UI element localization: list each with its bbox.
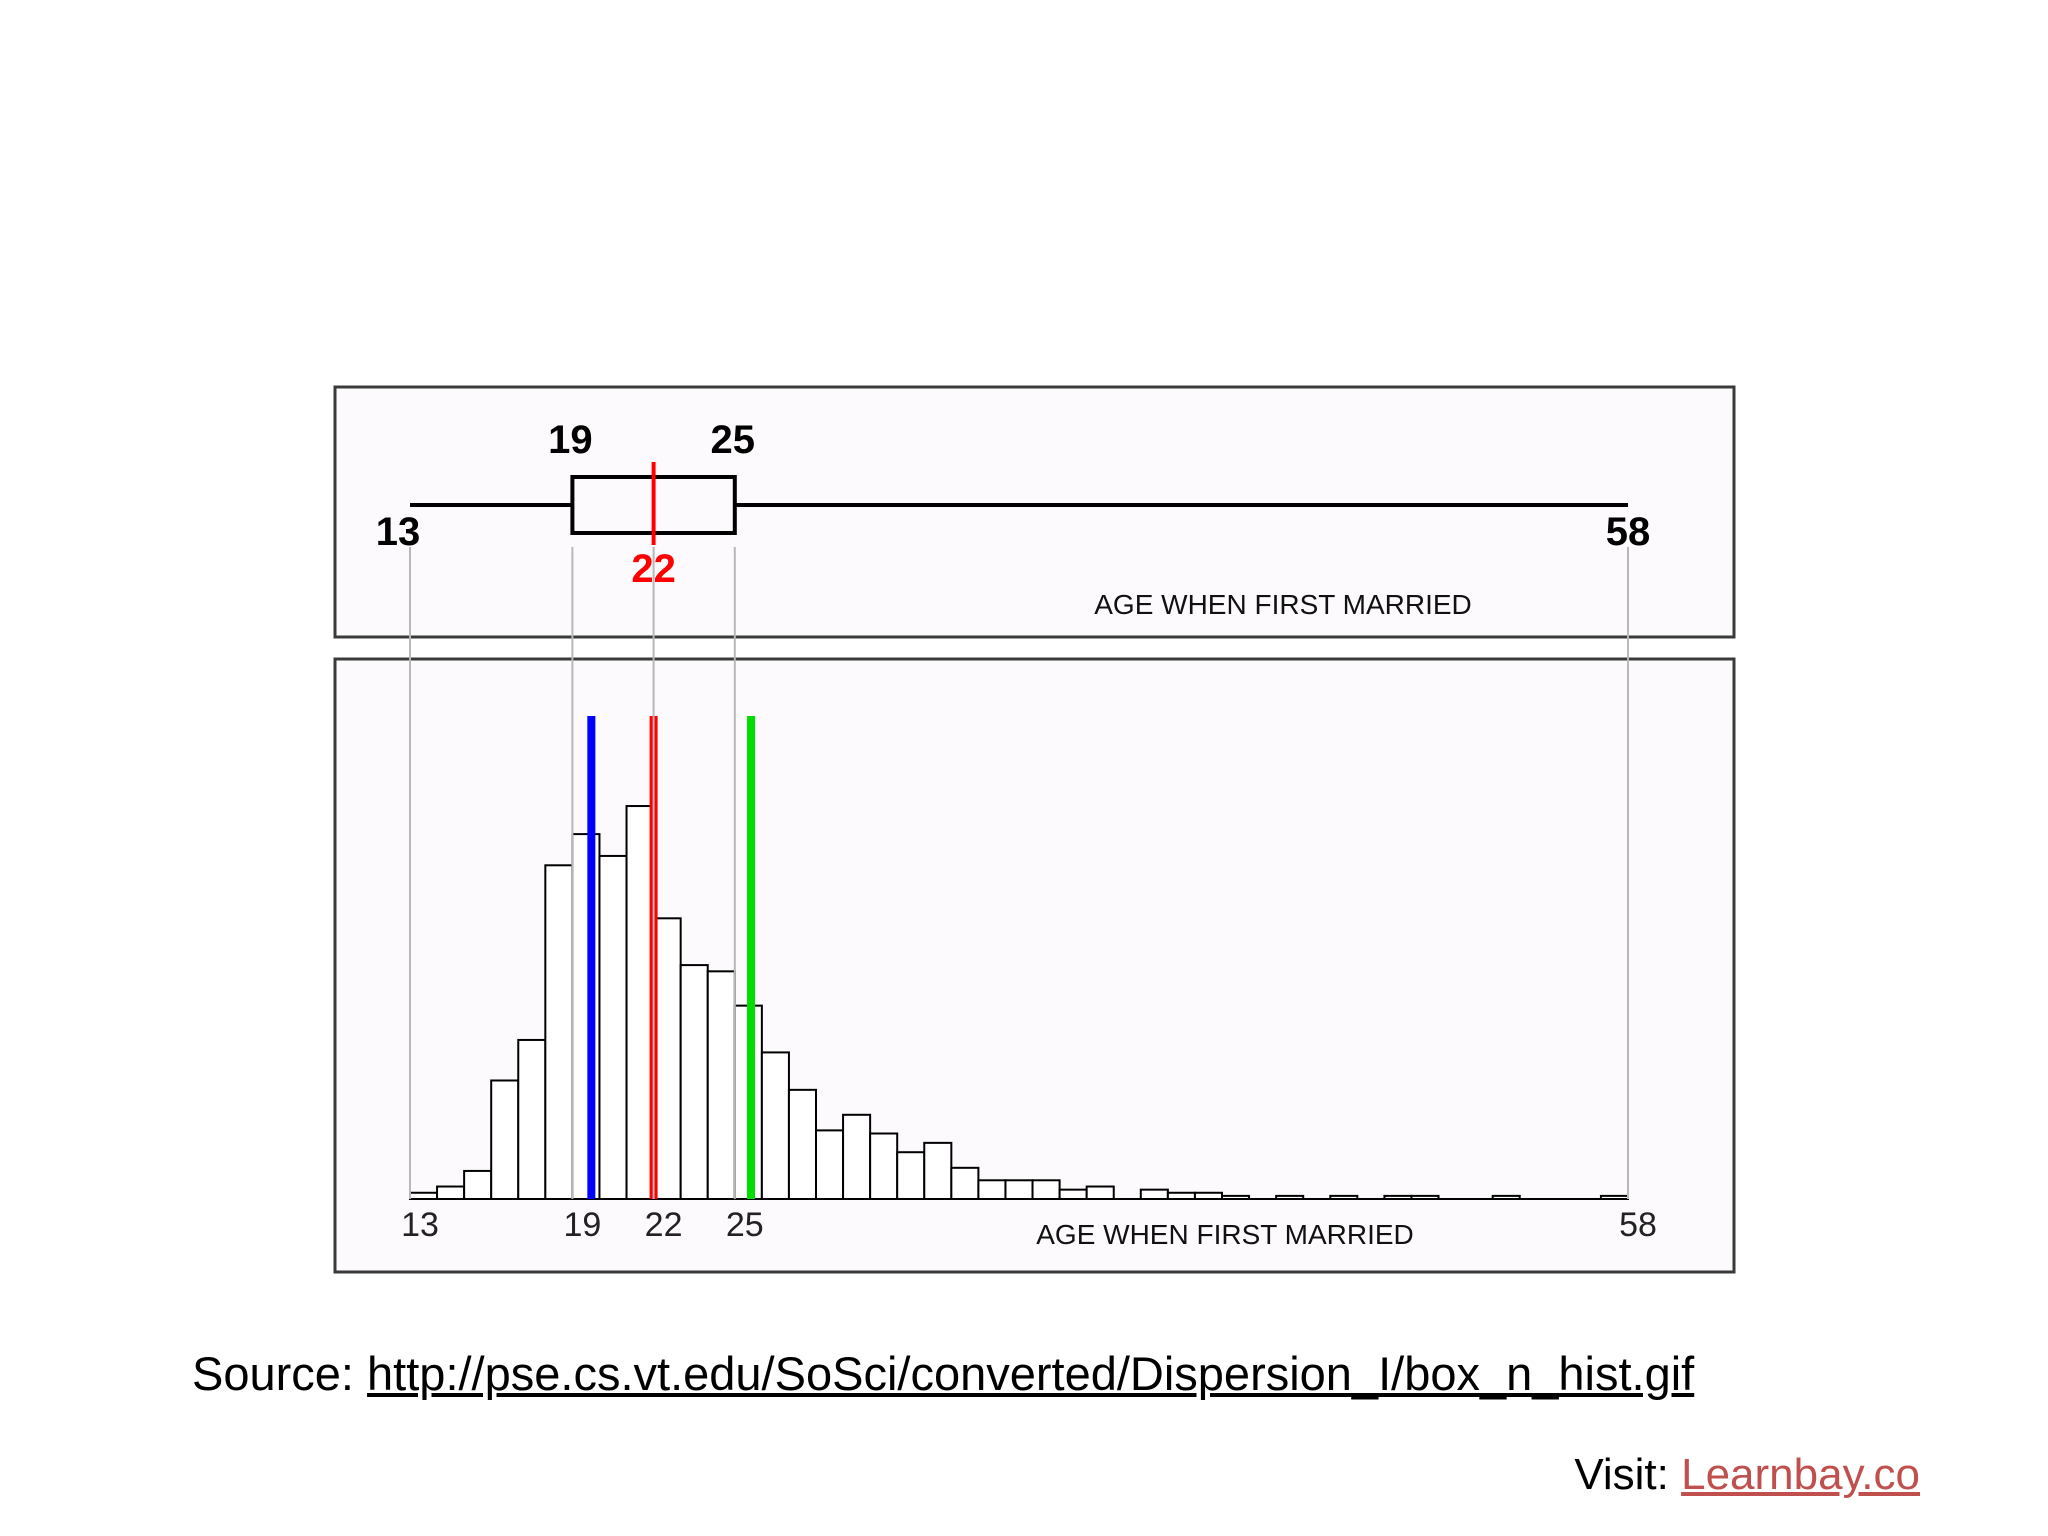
histogram-tick-labels: 13 19 22 25 58 bbox=[401, 1206, 1657, 1244]
learnbay-link[interactable]: Learnbay.co bbox=[1681, 1450, 1920, 1499]
histogram-bar bbox=[571, 833, 601, 1200]
histogram-bar bbox=[923, 1141, 953, 1201]
source-caption: Source: http://pse.cs.vt.edu/SoSci/conve… bbox=[192, 1346, 1694, 1401]
connector-guides bbox=[409, 547, 1629, 1199]
histogram-bar bbox=[977, 1179, 1007, 1200]
histogram-tick-label: 58 bbox=[1619, 1206, 1657, 1244]
histogram-bar bbox=[544, 864, 574, 1200]
histogram-bar bbox=[842, 1113, 872, 1200]
visit-caption: Visit: Learnbay.co bbox=[1574, 1450, 1920, 1500]
visit-prefix: Visit: bbox=[1574, 1450, 1682, 1499]
histogram-axis-title: AGE WHEN FIRST MARRIED bbox=[1036, 1219, 1414, 1250]
histogram-bar bbox=[598, 854, 628, 1200]
histogram-bar bbox=[1004, 1179, 1034, 1200]
boxplot-panel-background bbox=[333, 385, 1736, 639]
histogram-bar bbox=[760, 1051, 790, 1200]
histogram-bar bbox=[1085, 1185, 1115, 1201]
histogram-bar bbox=[463, 1169, 493, 1201]
histogram-tick-label: 19 bbox=[563, 1206, 601, 1244]
histogram-bar bbox=[815, 1129, 845, 1200]
histogram-marks bbox=[409, 716, 1630, 1201]
boxplot-panel: 19 25 13 58 22 AGE WHEN FIRST MARRIED bbox=[333, 385, 1736, 639]
histogram-bar bbox=[625, 805, 655, 1200]
boxplot-axis-title: AGE WHEN FIRST MARRIED bbox=[1094, 589, 1472, 620]
histogram-bar bbox=[436, 1185, 466, 1201]
histogram-bar bbox=[706, 970, 736, 1200]
histogram-bar bbox=[896, 1151, 926, 1200]
boxplot-marks bbox=[410, 462, 1628, 545]
histogram-bar bbox=[490, 1079, 520, 1201]
histogram-panel: 13 19 22 25 58 AGE WHEN FIRST MARRIED bbox=[333, 657, 1736, 1274]
histogram-bar bbox=[1058, 1188, 1088, 1201]
histogram-tick-label: 13 bbox=[401, 1206, 439, 1244]
histogram-bar bbox=[950, 1166, 980, 1200]
histogram-bar bbox=[869, 1132, 899, 1200]
histogram-bar bbox=[652, 917, 682, 1200]
source-prefix: Source: bbox=[192, 1347, 368, 1400]
histogram-bar bbox=[517, 1038, 547, 1200]
boxplot-q1-label: 19 bbox=[548, 418, 593, 462]
histogram-bar bbox=[679, 964, 709, 1200]
histogram-tick-label: 22 bbox=[645, 1206, 683, 1244]
histogram-bar bbox=[787, 1088, 818, 1200]
boxplot-min-label: 13 bbox=[376, 510, 421, 554]
histogram-bar bbox=[1031, 1179, 1061, 1200]
boxplot-q3-label: 25 bbox=[711, 418, 756, 462]
source-link[interactable]: http://pse.cs.vt.edu/SoSci/converted/Dis… bbox=[367, 1347, 1695, 1400]
boxplot-max-label: 58 bbox=[1606, 510, 1651, 554]
histogram-tick-label: 25 bbox=[726, 1206, 764, 1244]
histogram-bar bbox=[1139, 1188, 1169, 1201]
